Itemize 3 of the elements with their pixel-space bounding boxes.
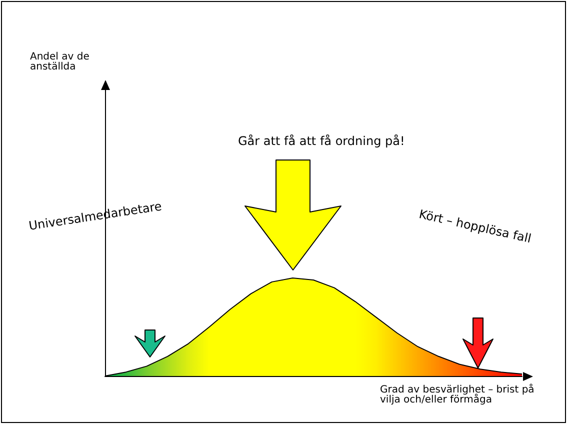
text: Andel av de anställda xyxy=(30,52,93,72)
x-axis-title: Grad av besvärlighet – brist på vilja och/eller förmåga xyxy=(380,384,538,406)
text: Går att få att få ordning på! xyxy=(238,134,405,148)
